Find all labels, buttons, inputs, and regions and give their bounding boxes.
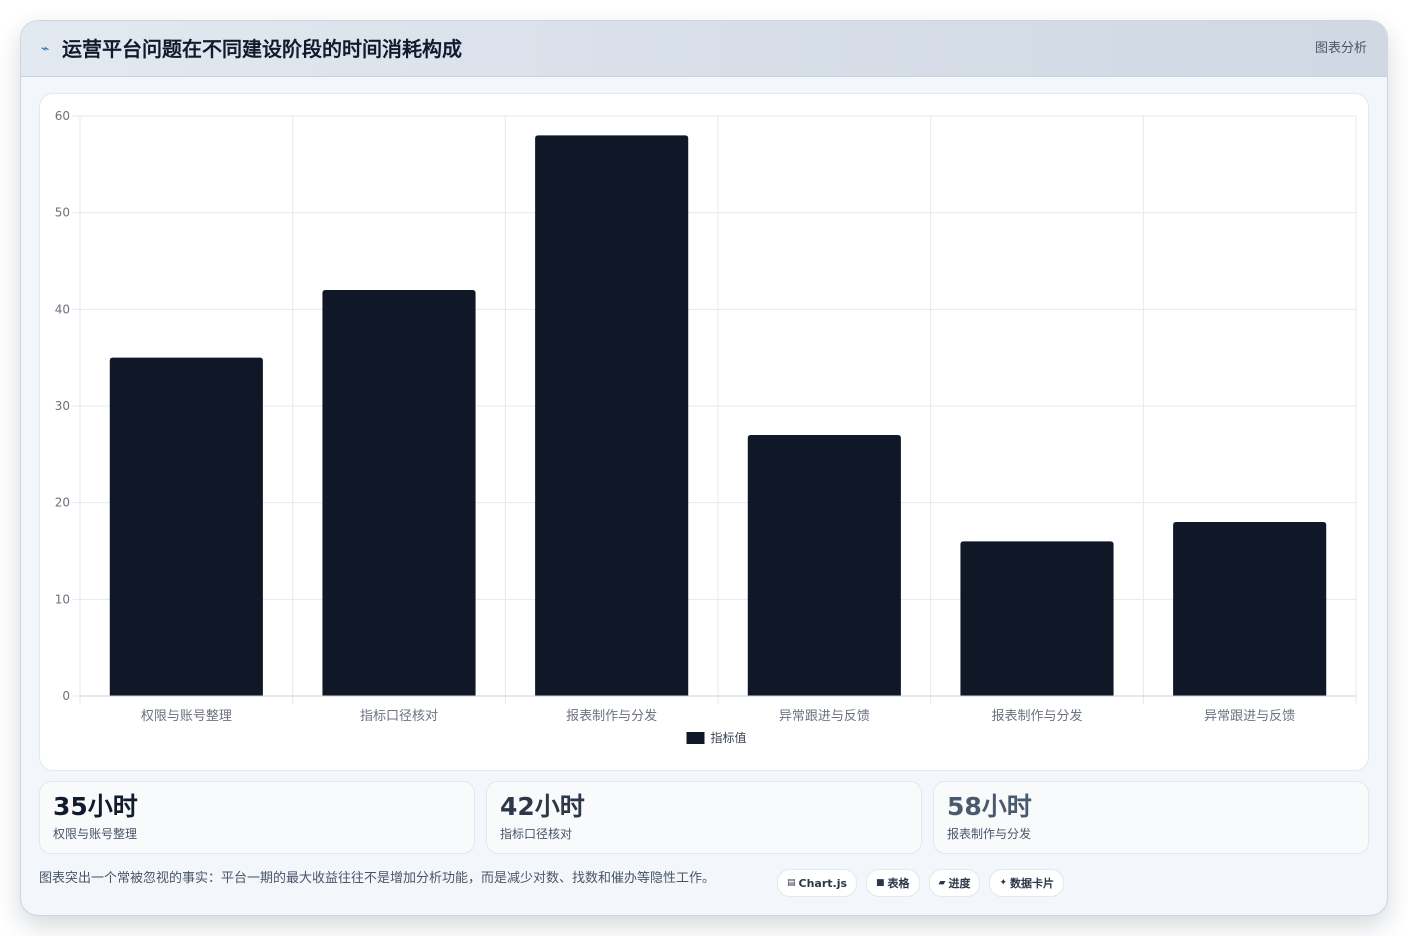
y-tick-label: 0 bbox=[62, 689, 70, 703]
y-tick-label: 20 bbox=[55, 496, 70, 510]
bar bbox=[747, 435, 901, 696]
chip-label: 表格 bbox=[887, 877, 910, 890]
x-tick-label: 报表制作与分发 bbox=[991, 708, 1082, 724]
y-tick-label: 50 bbox=[55, 206, 70, 220]
chart-caption: 图表突出一个常被忽视的事实：平台一期的最大收益往往不是增加分析功能，而是减少对数… bbox=[39, 871, 716, 886]
panel-header: ⌁ 运营平台问题在不同建设阶段的时间消耗构成 图表分析 bbox=[21, 21, 1387, 77]
chart-icon: ▤ bbox=[787, 878, 796, 888]
progress-icon: ▰ bbox=[938, 878, 946, 888]
stat-card-3: 58小时 报表制作与分发 bbox=[933, 781, 1369, 854]
stat-label: 权限与账号整理 bbox=[53, 827, 138, 841]
bar bbox=[322, 290, 476, 696]
chip-label: Chart.js bbox=[798, 876, 848, 890]
x-tick-label: 异常跟进与反馈 bbox=[779, 709, 870, 724]
trend-line-icon: ⌁ bbox=[41, 41, 50, 57]
legend-swatch bbox=[686, 732, 705, 744]
chip-label: 数据卡片 bbox=[1010, 877, 1055, 890]
chart-card: 0 10 20 30 40 50 60 权限与账号整理 指标口径核对 报表制作与分发 异常跟进与反馈… bbox=[39, 93, 1369, 771]
chip-progress[interactable]: ▰ 进度 bbox=[928, 869, 981, 897]
stat-value: 42小时 bbox=[500, 792, 585, 821]
stat-card-2: 42小时 指标口径核对 bbox=[486, 781, 922, 854]
sparkle-icon: ✦ bbox=[999, 878, 1008, 888]
bar bbox=[1173, 522, 1327, 696]
chart-panel: ⌁ 运营平台问题在不同建设阶段的时间消耗构成 图表分析 0 10 20 30 40 50 6… bbox=[20, 20, 1388, 916]
x-tick-label: 报表制作与分发 bbox=[566, 708, 657, 724]
chip-data-card[interactable]: ✦ 数据卡片 bbox=[989, 869, 1065, 897]
stat-label: 报表制作与分发 bbox=[947, 827, 1032, 841]
stat-value: 58小时 bbox=[947, 792, 1032, 821]
legend-label: 指标值 bbox=[711, 730, 747, 745]
chip-list: ▤ Chart.js ■ 表格 ▰ 进度 ✦ 数据卡片 bbox=[777, 869, 1065, 897]
chip-label: 进度 bbox=[948, 877, 971, 890]
stat-label: 指标口径核对 bbox=[500, 827, 573, 841]
bar-chart: 0 10 20 30 40 50 60 权限与账号整理 指标口径核对 报表制作与分发 异常跟进与反馈… bbox=[55, 109, 1357, 745]
bar bbox=[960, 541, 1114, 696]
table-icon: ■ bbox=[876, 878, 885, 888]
bar bbox=[109, 357, 263, 696]
y-tick-label: 30 bbox=[55, 399, 70, 413]
x-tick-label: 异常跟进与反馈 bbox=[1204, 709, 1295, 724]
page-title: 运营平台问题在不同建设阶段的时间消耗构成 bbox=[62, 37, 462, 61]
y-tick-label: 10 bbox=[55, 592, 70, 606]
y-tick-label: 60 bbox=[55, 109, 70, 123]
stat-card-1: 35小时 权限与账号整理 bbox=[39, 781, 475, 854]
stat-value: 35小时 bbox=[53, 792, 138, 821]
x-tick-label: 指标口径核对 bbox=[360, 709, 438, 724]
y-tick-label: 40 bbox=[55, 302, 70, 316]
chip-table[interactable]: ■ 表格 bbox=[866, 869, 920, 897]
bar bbox=[535, 135, 689, 697]
header-tag: 图表分析 bbox=[1314, 41, 1367, 56]
x-tick-label: 权限与账号整理 bbox=[141, 708, 232, 724]
chip-chartjs[interactable]: ▤ Chart.js bbox=[777, 869, 858, 897]
